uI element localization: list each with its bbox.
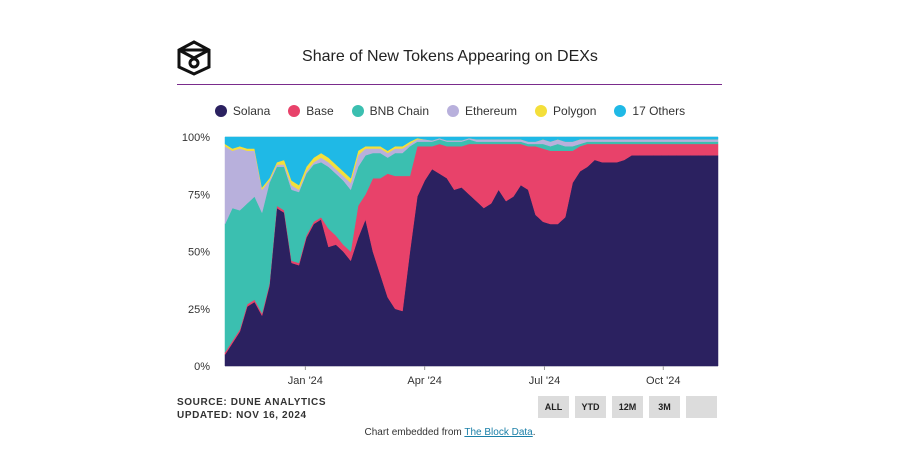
legend-item-ethereum[interactable]: Ethereum: [447, 104, 517, 118]
legend-label: Polygon: [553, 104, 597, 118]
range-extra-button[interactable]: [686, 396, 717, 418]
chart-legend: Solana Base BNB Chain Ethereum Polygon 17 Oth…: [0, 104, 900, 118]
range-selector: ALL YTD 12M 3M: [538, 396, 717, 418]
legend-swatch: [614, 105, 627, 117]
legend-item-polygon[interactable]: Polygon: [535, 104, 596, 118]
range-12m-button[interactable]: 12M: [612, 396, 643, 418]
legend-label: Base: [306, 104, 334, 118]
source-line: SOURCE: DUNE ANALYTICS: [177, 397, 327, 408]
source-note: SOURCE: DUNE ANALYTICS UPDATED: NOV 16, …: [177, 396, 326, 422]
legend-item-base[interactable]: Base: [288, 104, 334, 118]
the-block-logo-icon: [177, 40, 211, 76]
embed-suffix: .: [532, 427, 536, 438]
y-tick-label: 75%: [188, 189, 210, 201]
legend-label: BNB Chain: [369, 104, 429, 118]
updated-line: UPDATED: NOV 16, 2024: [177, 410, 307, 421]
chart-title: Share of New Tokens Appearing on DEXs: [302, 48, 598, 65]
range-all-button[interactable]: ALL: [538, 396, 569, 418]
x-tick-label: Jan '24: [288, 375, 323, 387]
legend-label: Solana: [232, 104, 271, 118]
legend-label: Ethereum: [465, 104, 518, 118]
x-tick-label: Oct '24: [646, 375, 681, 387]
y-tick-label: 25%: [188, 304, 210, 316]
legend-item-solana[interactable]: Solana: [214, 104, 271, 118]
legend-label: 17 Others: [632, 104, 686, 118]
legend-item-17-others[interactable]: 17 Others: [614, 104, 685, 118]
the-block-data-link[interactable]: The Block Data: [464, 427, 533, 438]
legend-swatch: [535, 105, 548, 117]
range-3m-button[interactable]: 3M: [649, 396, 680, 418]
legend-item-bnb-chain[interactable]: BNB Chain: [351, 104, 429, 118]
y-tick-label: 100%: [182, 132, 210, 144]
x-tick-label: Jul '24: [529, 375, 560, 387]
area-17-others: [224, 136, 719, 188]
embed-prefix: Chart embedded from: [364, 427, 465, 438]
legend-swatch: [288, 105, 301, 117]
embed-note: Chart embedded from The Block Data.: [0, 427, 900, 438]
legend-swatch: [214, 105, 227, 117]
legend-swatch: [351, 105, 364, 117]
legend-swatch: [447, 105, 459, 117]
title-divider: [177, 84, 722, 85]
y-tick-label: 0%: [194, 361, 210, 373]
range-ytd-button[interactable]: YTD: [575, 396, 606, 418]
y-tick-label: 50%: [188, 247, 210, 259]
x-tick-label: Apr '24: [407, 375, 442, 387]
